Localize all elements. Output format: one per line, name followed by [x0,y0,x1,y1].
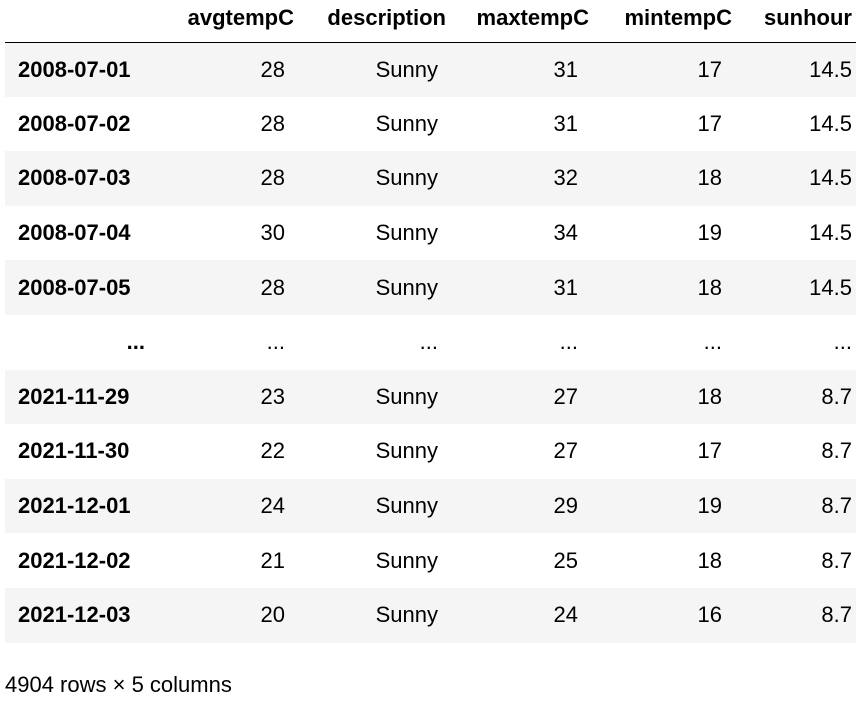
cell-sunhour: 8.7 [821,493,852,519]
table-header: avgtempC description maxtempC mintempC s… [5,0,856,43]
dataframe-shape-summary: 4904 rows × 5 columns [5,672,232,697]
column-header-sunhour: sunhour [736,0,856,43]
cell-avgtempc: 21 [260,547,285,573]
cell-description: Sunny [375,274,438,300]
cell-ellipsis: ... [703,329,722,355]
table-row: 2021-11-30 22 Sunny 27 17 8.7 [5,424,856,479]
cell-avgtempc: 20 [260,602,285,628]
column-header-mintempc: mintempC [593,0,736,43]
cell-avgtempc: 28 [260,274,285,300]
cell-description: Sunny [375,383,438,409]
cell-maxtempc: 32 [553,165,578,191]
row-index: 2021-12-03 [18,602,131,628]
row-index: 2008-07-05 [18,274,131,300]
row-index-ellipsis: ... [126,329,145,355]
cell-ellipsis: ... [559,329,578,355]
cell-avgtempc: 28 [260,165,285,191]
table-row: 2008-07-04 30 Sunny 34 19 14.5 [5,205,856,261]
cell-mintempc: 17 [697,110,722,136]
row-index: 2008-07-04 [18,220,131,246]
cell-maxtempc: 27 [553,383,578,409]
table-row: 2021-12-02 21 Sunny 25 18 8.7 [5,533,856,588]
cell-mintempc: 18 [697,165,722,191]
cell-sunhour: 14.5 [809,220,852,246]
cell-sunhour: 14.5 [809,165,852,191]
cell-maxtempc: 24 [553,602,578,628]
cell-avgtempc: 22 [260,438,285,464]
cell-mintempc: 18 [697,274,722,300]
cell-description: Sunny [375,110,438,136]
cell-maxtempc: 31 [553,56,578,82]
table-row: 2021-11-29 23 Sunny 27 18 8.7 [5,369,856,425]
table-row: 2008-07-03 28 Sunny 32 18 14.5 [5,151,856,206]
column-header-avgtempc: avgtempC [155,0,298,43]
cell-sunhour: 8.7 [821,547,852,573]
table-row: 2021-12-01 24 Sunny 29 19 8.7 [5,478,856,534]
row-index: 2008-07-01 [18,56,131,82]
cell-sunhour: 14.5 [809,56,852,82]
cell-sunhour: 8.7 [821,438,852,464]
cell-description: Sunny [375,438,438,464]
row-index: 2008-07-03 [18,165,131,191]
cell-mintempc: 16 [697,602,722,628]
cell-mintempc: 17 [697,56,722,82]
table-row: 2008-07-01 28 Sunny 31 17 14.5 [5,42,856,97]
cell-avgtempc: 28 [260,56,285,82]
cell-maxtempc: 31 [553,110,578,136]
cell-description: Sunny [375,493,438,519]
cell-avgtempc: 24 [260,493,285,519]
cell-sunhour: 14.5 [809,110,852,136]
cell-description: Sunny [375,602,438,628]
cell-description: Sunny [375,547,438,573]
table-body: 2008-07-01 28 Sunny 31 17 14.5 2008-07-0… [5,42,856,643]
cell-description: Sunny [375,56,438,82]
cell-mintempc: 19 [697,493,722,519]
cell-avgtempc: 30 [260,220,285,246]
table-row: 2008-07-05 28 Sunny 31 18 14.5 [5,260,856,315]
row-index: 2008-07-02 [18,110,131,136]
cell-ellipsis: ... [266,329,285,355]
cell-avgtempc: 28 [260,110,285,136]
dataframe-table: avgtempC description maxtempC mintempC s… [5,0,856,643]
cell-maxtempc: 29 [553,493,578,519]
cell-maxtempc: 25 [553,547,578,573]
index-column-header [5,0,155,43]
cell-sunhour: 8.7 [821,383,852,409]
cell-sunhour: 8.7 [821,602,852,628]
cell-mintempc: 18 [697,383,722,409]
cell-avgtempc: 23 [260,383,285,409]
row-index: 2021-12-01 [18,493,131,519]
cell-ellipsis: ... [419,329,438,355]
column-header-description: description [298,0,450,43]
cell-sunhour: 14.5 [809,274,852,300]
table-row: 2021-12-03 20 Sunny 24 16 8.7 [5,587,856,643]
cell-mintempc: 19 [697,220,722,246]
row-index: 2021-11-30 [18,438,130,464]
row-index: 2021-12-02 [18,547,131,573]
header-row: avgtempC description maxtempC mintempC s… [5,0,856,43]
cell-mintempc: 17 [697,438,722,464]
cell-maxtempc: 31 [553,274,578,300]
table-row-ellipsis: ... ... ... ... ... ... [5,314,856,370]
row-index: 2021-11-29 [18,383,130,409]
cell-mintempc: 18 [697,547,722,573]
cell-description: Sunny [375,220,438,246]
cell-maxtempc: 27 [553,438,578,464]
cell-ellipsis: ... [833,329,852,355]
cell-maxtempc: 34 [553,220,578,246]
column-header-maxtempc: maxtempC [450,0,593,43]
table-row: 2008-07-02 28 Sunny 31 17 14.5 [5,96,856,152]
cell-description: Sunny [375,165,438,191]
